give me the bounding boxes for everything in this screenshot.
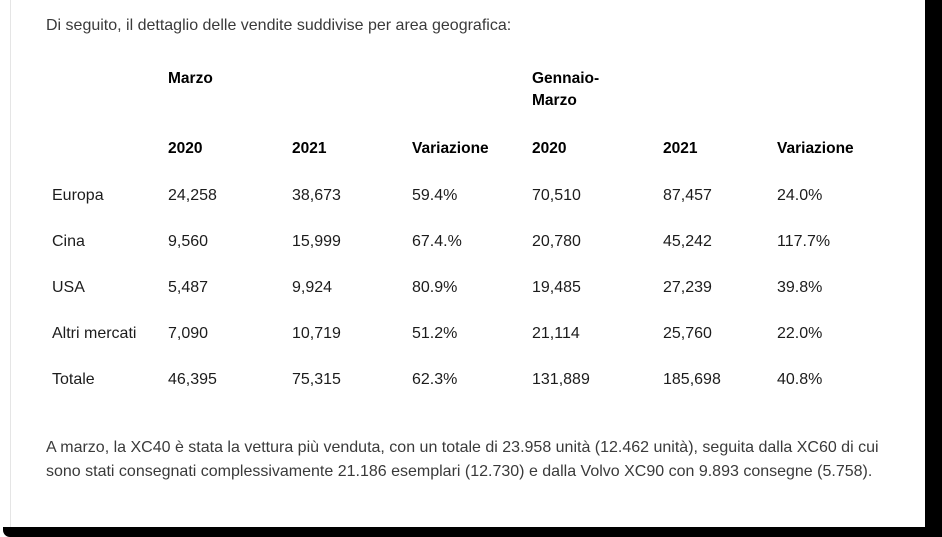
table-row-usa: USA 5,487 9,924 80.9% 19,485 27,239 39.8… <box>52 272 925 318</box>
table-cell: 9,924 <box>292 279 333 296</box>
screen-bezel-right <box>925 0 942 537</box>
row-label: Europa <box>52 187 104 204</box>
table-cell: 20,780 <box>532 233 581 250</box>
table-cell: 38,673 <box>292 187 341 204</box>
table-cell: 117.7% <box>777 233 831 250</box>
table-cell: 51.2% <box>412 325 458 342</box>
table-row-altri-mercati: Altri mercati 7,090 10,719 51.2% 21,114 … <box>52 318 925 364</box>
column-header-variazione-gennaio-marzo: Variazione <box>777 140 854 157</box>
row-label: Cina <box>52 233 85 250</box>
table-cell: 25,760 <box>663 325 712 342</box>
group-header-marzo: Marzo <box>168 70 213 87</box>
row-label: Altri mercati <box>52 325 137 342</box>
table-cell: 27,239 <box>663 279 712 296</box>
table-cell: 80.9% <box>412 279 458 296</box>
screen-bezel-bottom <box>3 527 942 537</box>
group-header-gennaio-marzo: Gennaio-Marzo <box>532 70 600 109</box>
table-cell: 5,487 <box>168 279 209 296</box>
table-row-europa: Europa 24,258 38,673 59.4% 70,510 87,457… <box>52 180 925 226</box>
table-cell: 62.3% <box>412 371 458 388</box>
table-cell: 45,242 <box>663 233 712 250</box>
table-cell: 75,315 <box>292 371 341 388</box>
table-cell: 40.8% <box>777 371 823 388</box>
table-cell: 70,510 <box>532 187 581 204</box>
column-header-2021-marzo: 2021 <box>292 140 327 157</box>
table-column-header-row: 2020 2021 Variazione 2020 2021 Variazion… <box>52 134 925 180</box>
card-left-border <box>10 0 11 527</box>
table-cell: 9,560 <box>168 233 209 250</box>
table-cell: 19,485 <box>532 279 581 296</box>
empty-cell <box>52 68 168 134</box>
table-cell: 46,395 <box>168 371 217 388</box>
empty-cell <box>412 68 532 134</box>
table-cell: 22.0% <box>777 325 823 342</box>
table-cell: 59.4% <box>412 187 458 204</box>
row-label: USA <box>52 279 85 296</box>
table-cell: 39.8% <box>777 279 823 296</box>
empty-cell <box>292 68 412 134</box>
table-cell: 24,258 <box>168 187 217 204</box>
row-label: Totale <box>52 371 95 388</box>
table-cell: 87,457 <box>663 187 712 204</box>
empty-cell <box>663 68 777 134</box>
column-header-2020-marzo: 2020 <box>168 140 203 157</box>
empty-cell <box>777 68 925 134</box>
table-row-totale: Totale 46,395 75,315 62.3% 131,889 185,6… <box>52 364 925 410</box>
table-group-header-row: Marzo Gennaio-Marzo <box>52 68 925 134</box>
column-header-2020-gennaio-marzo: 2020 <box>532 140 567 157</box>
table-cell: 7,090 <box>168 325 209 342</box>
table-row-cina: Cina 9,560 15,999 67.4.% 20,780 45,242 1… <box>52 226 925 272</box>
sales-by-region-table: Marzo Gennaio-Marzo 2020 2021 Variazione… <box>52 68 925 410</box>
table-cell: 67.4.% <box>412 233 462 250</box>
footer-text: A marzo, la XC40 è stata la vettura più … <box>46 439 879 480</box>
column-header-2021-gennaio-marzo: 2021 <box>663 140 698 157</box>
column-header-variazione-marzo: Variazione <box>412 140 489 157</box>
empty-cell <box>52 134 168 180</box>
table-cell: 131,889 <box>532 371 590 388</box>
table-cell: 185,698 <box>663 371 721 388</box>
table-cell: 15,999 <box>292 233 341 250</box>
table-cell: 24.0% <box>777 187 823 204</box>
intro-text: Di seguito, il dettaglio delle vendite s… <box>46 17 512 34</box>
table-cell: 10,719 <box>292 325 341 342</box>
table-cell: 21,114 <box>532 325 580 342</box>
